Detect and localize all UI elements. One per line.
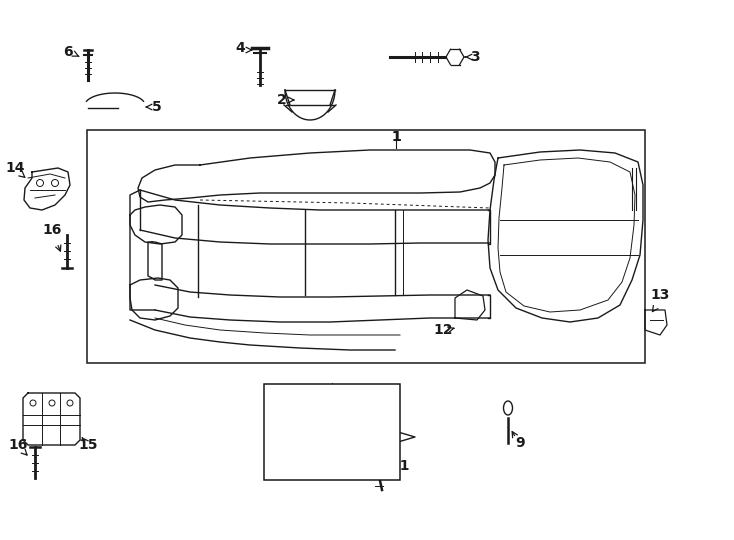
Text: 1: 1 xyxy=(391,130,401,144)
Text: 8: 8 xyxy=(275,458,285,472)
Text: 14: 14 xyxy=(5,161,25,175)
Text: 11: 11 xyxy=(390,459,410,473)
Bar xyxy=(264,384,400,480)
Text: 16: 16 xyxy=(8,438,28,452)
Text: 5: 5 xyxy=(152,100,162,114)
Text: 4: 4 xyxy=(235,41,245,55)
Text: 15: 15 xyxy=(79,438,98,452)
Text: 12: 12 xyxy=(433,323,453,337)
Text: 2: 2 xyxy=(277,93,287,107)
Text: 13: 13 xyxy=(650,288,669,302)
Text: 7: 7 xyxy=(327,388,337,402)
Bar xyxy=(87,130,645,363)
Text: 16: 16 xyxy=(43,223,62,237)
Text: 9: 9 xyxy=(515,436,525,450)
Text: 10: 10 xyxy=(295,425,315,439)
Text: 3: 3 xyxy=(470,50,480,64)
Text: 1: 1 xyxy=(391,130,401,144)
Text: 6: 6 xyxy=(63,45,73,59)
Text: 7: 7 xyxy=(327,385,337,399)
